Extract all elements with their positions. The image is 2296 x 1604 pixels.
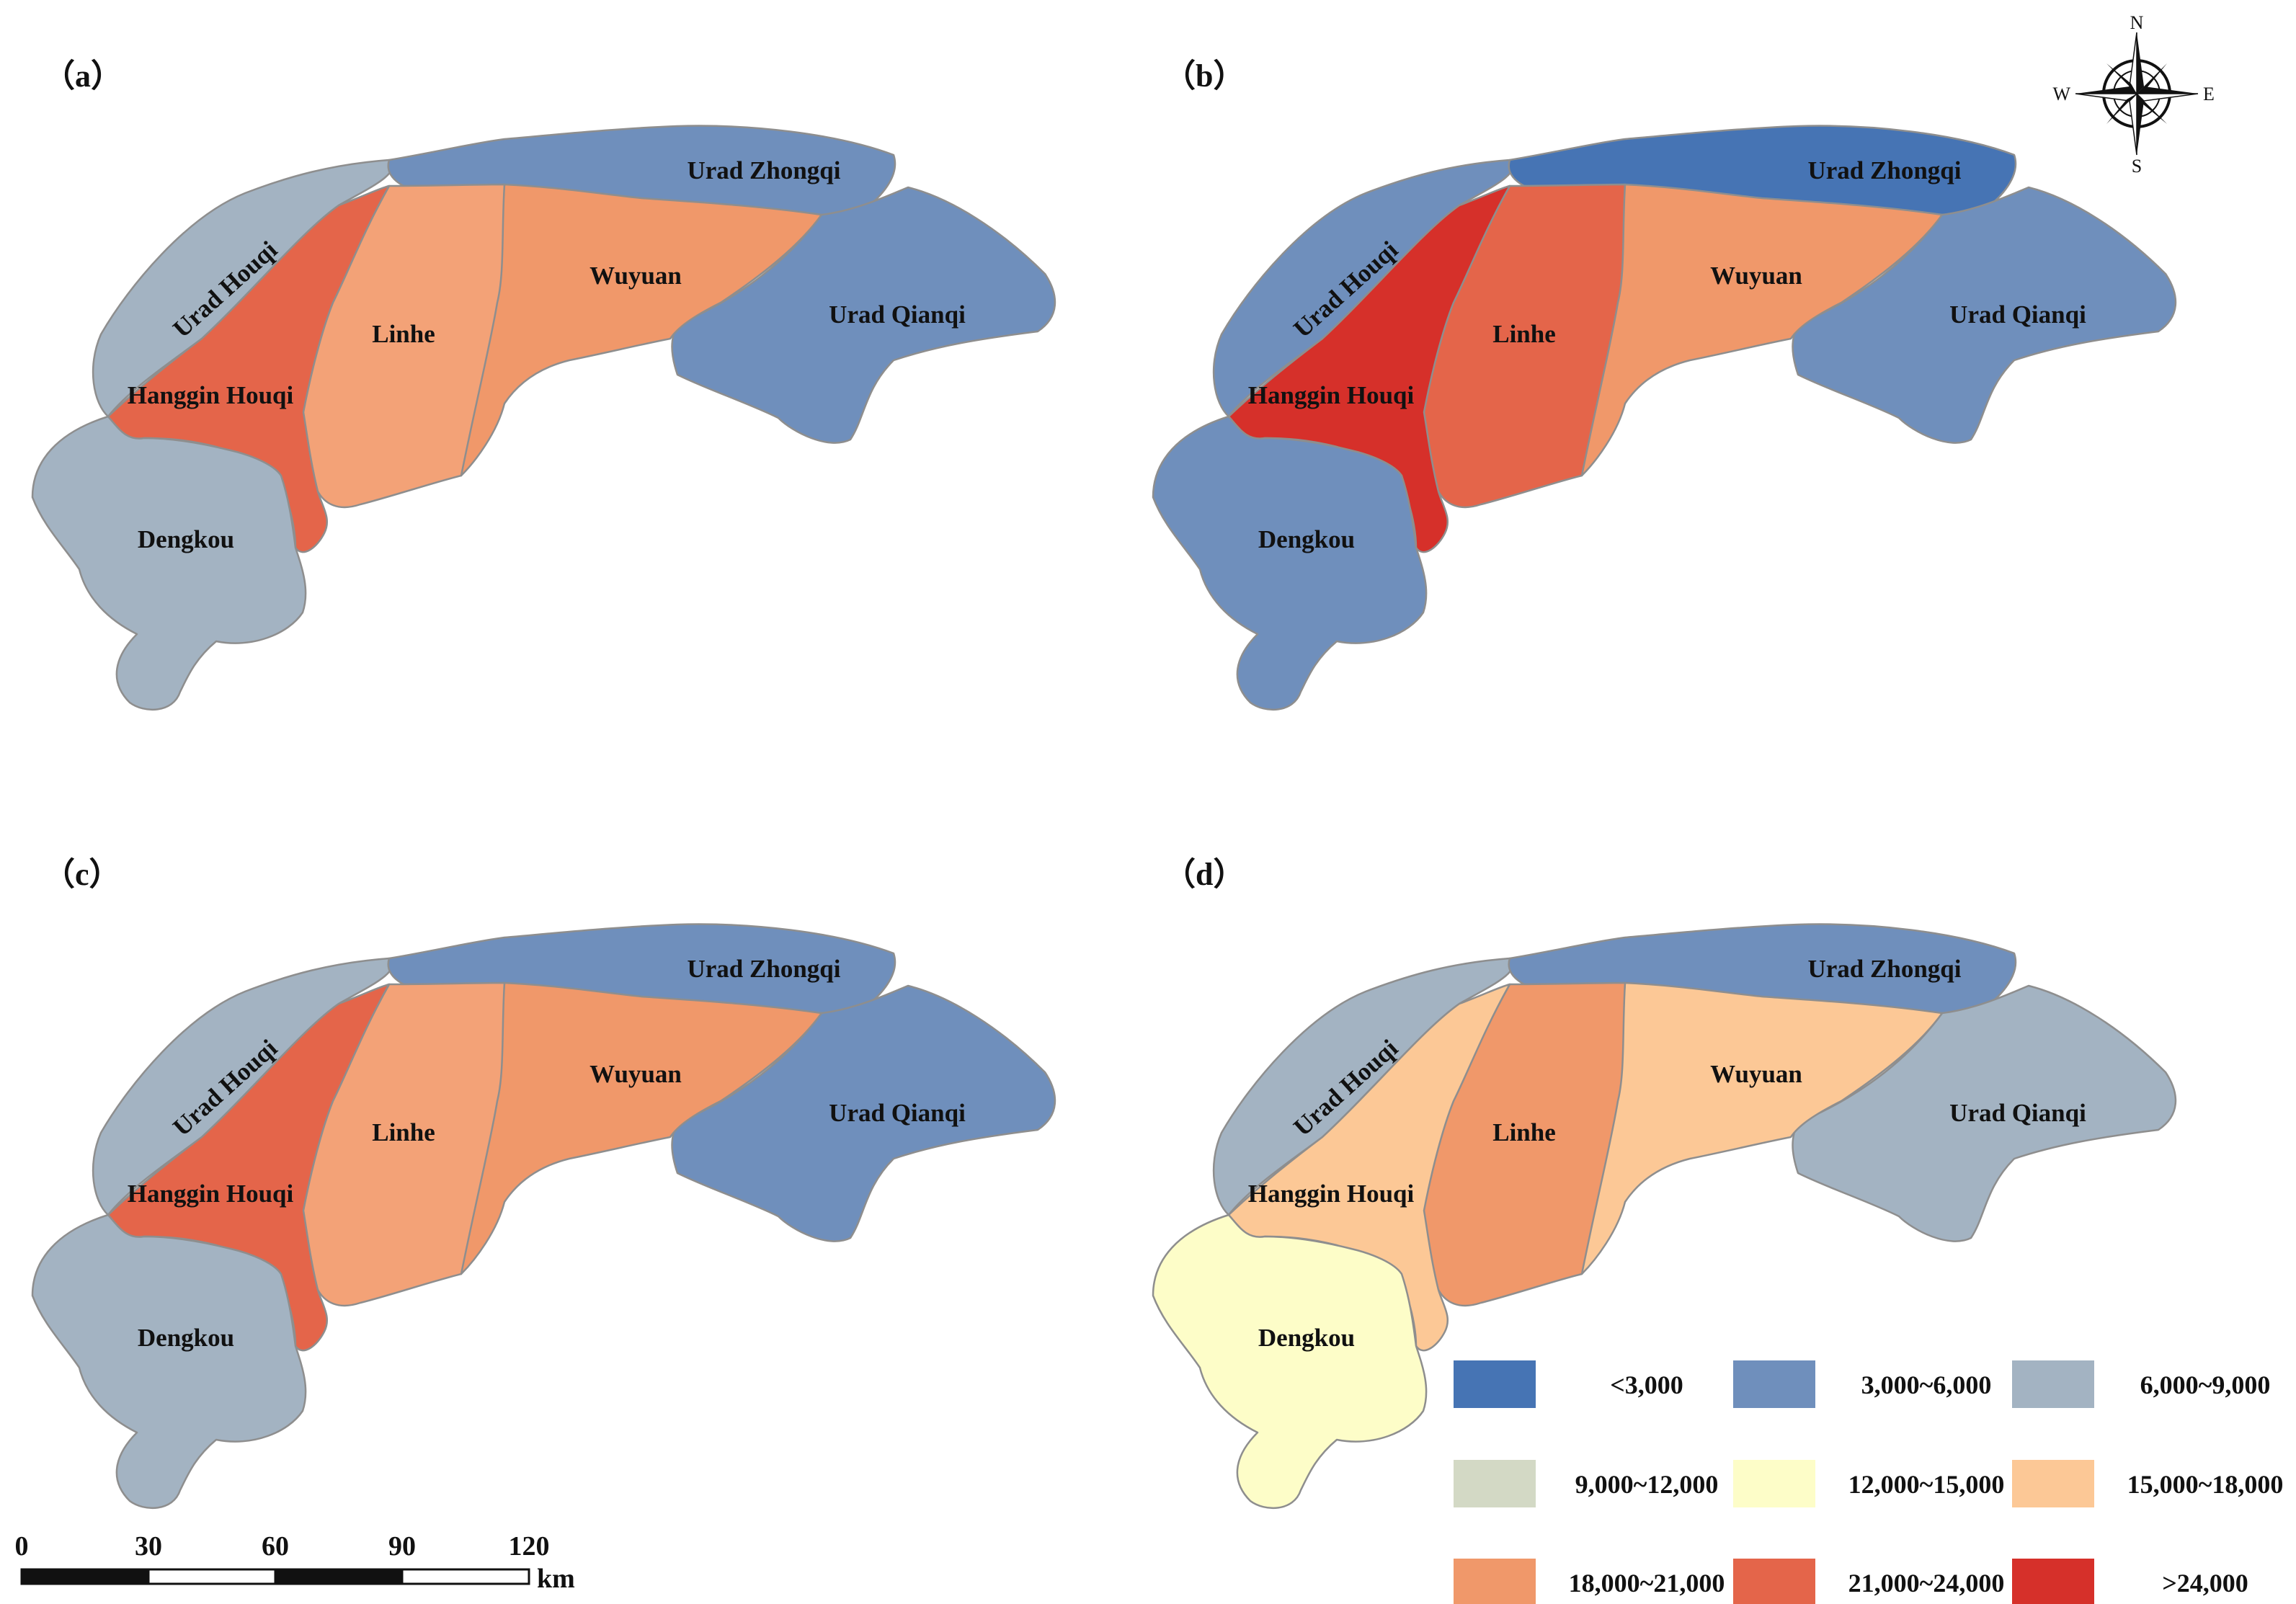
compass-east-label: E xyxy=(2203,84,2215,104)
scale-tick-30: 30 xyxy=(135,1531,162,1561)
region-label-urad-zhongqi: Urad Zhongqi xyxy=(1808,955,1962,983)
scale-tick-90: 90 xyxy=(388,1531,416,1561)
scale-tick-60: 60 xyxy=(262,1531,289,1561)
legend-label: 15,000~18,000 xyxy=(2127,1470,2284,1499)
compass-north-label: N xyxy=(2130,12,2144,33)
region-label-dengkou: Dengkou xyxy=(1258,525,1355,553)
legend-swatch xyxy=(2012,1559,2094,1604)
panel-label: （b） xyxy=(1164,58,1245,94)
region-label-linhe: Linhe xyxy=(372,1118,435,1146)
legend-label: 9,000~12,000 xyxy=(1575,1470,1719,1499)
panel-label: （a） xyxy=(43,58,123,94)
legend-swatch xyxy=(1733,1559,1815,1604)
region-label-urad-qianqi: Urad Qianqi xyxy=(1949,300,2086,329)
legend-swatch xyxy=(1454,1559,1536,1604)
region-label-linhe: Linhe xyxy=(1492,1118,1556,1146)
region-label-hanggin-houqi: Hanggin Houqi xyxy=(1248,381,1415,409)
scale-unit: km xyxy=(537,1564,575,1594)
region-label-urad-qianqi: Urad Qianqi xyxy=(1949,1099,2086,1127)
legend-swatch xyxy=(1454,1460,1536,1507)
legend-label: 6,000~9,000 xyxy=(2140,1371,2271,1399)
region-label-wuyuan: Wuyuan xyxy=(589,1060,682,1088)
scale-bar: 0 30 60 90 120 km xyxy=(15,1531,575,1594)
region-label-urad-zhongqi: Urad Zhongqi xyxy=(1808,156,1962,184)
region-label-wuyuan: Wuyuan xyxy=(1710,262,1802,290)
region-label-urad-zhongqi: Urad Zhongqi xyxy=(688,955,841,983)
legend: <3,000 3,000~6,000 6,000~9,000 9,000~12,000… xyxy=(1454,1360,2283,1604)
region-dengkou xyxy=(1152,415,1428,711)
legend-label: <3,000 xyxy=(1610,1371,1683,1399)
compass-south-label: S xyxy=(2132,156,2142,177)
legend-label: 18,000~21,000 xyxy=(1569,1569,1725,1598)
region-dengkou xyxy=(31,1213,307,1510)
compass-west-label: W xyxy=(2052,84,2070,104)
legend-swatch xyxy=(1454,1360,1536,1408)
region-label-dengkou: Dengkou xyxy=(1258,1324,1355,1352)
region-label-urad-zhongqi: Urad Zhongqi xyxy=(688,156,841,184)
region-label-linhe: Linhe xyxy=(372,320,435,348)
legend-swatch xyxy=(2012,1460,2094,1507)
region-label-dengkou: Dengkou xyxy=(138,525,234,553)
region-label-hanggin-houqi: Hanggin Houqi xyxy=(128,381,294,409)
legend-swatch xyxy=(1733,1460,1815,1507)
legend-label: 12,000~15,000 xyxy=(1848,1470,2005,1499)
scale-tick-0: 0 xyxy=(15,1531,29,1561)
legend-label: 21,000~24,000 xyxy=(1848,1569,2005,1598)
region-label-dengkou: Dengkou xyxy=(138,1324,234,1352)
region-label-hanggin-houqi: Hanggin Houqi xyxy=(1248,1180,1415,1208)
legend-label: >24,000 xyxy=(2162,1569,2248,1598)
region-label-urad-qianqi: Urad Qianqi xyxy=(829,300,966,329)
legend-swatch xyxy=(2012,1360,2094,1408)
panel-label: （d） xyxy=(1164,857,1245,892)
region-label-linhe: Linhe xyxy=(1492,320,1556,348)
legend-label: 3,000~6,000 xyxy=(1861,1371,1992,1399)
region-label-urad-qianqi: Urad Qianqi xyxy=(829,1099,966,1127)
scale-tick-120: 120 xyxy=(509,1531,550,1561)
region-label-hanggin-houqi: Hanggin Houqi xyxy=(128,1180,294,1208)
panel-label: （c） xyxy=(43,857,121,892)
region-label-wuyuan: Wuyuan xyxy=(1710,1060,1802,1088)
region-dengkou xyxy=(1152,1213,1428,1510)
legend-swatch xyxy=(1733,1360,1815,1408)
north-arrow-compass-icon: N S E W xyxy=(2052,12,2214,177)
region-label-wuyuan: Wuyuan xyxy=(589,262,682,290)
region-dengkou xyxy=(31,415,307,711)
